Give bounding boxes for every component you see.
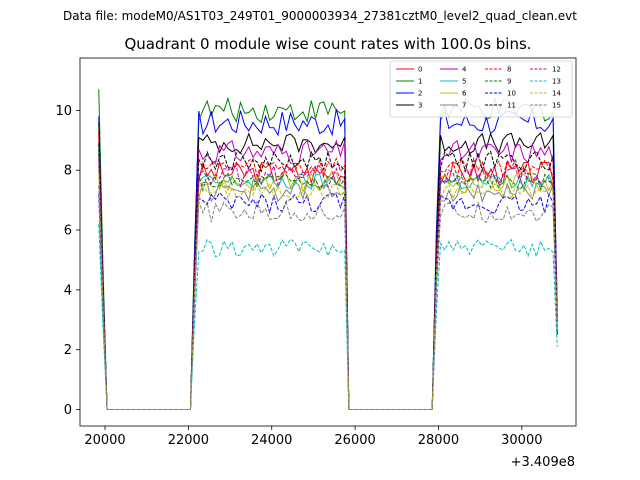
legend-label-2: 2 xyxy=(418,90,422,98)
legend-label-9: 9 xyxy=(507,78,511,86)
series-layer xyxy=(98,89,558,411)
legend-label-7: 7 xyxy=(462,102,466,110)
legend-frame xyxy=(389,60,573,118)
legend-label-15: 15 xyxy=(552,102,561,110)
legend-label-10: 10 xyxy=(507,90,516,98)
legend-label-14: 14 xyxy=(552,90,561,98)
axes-frame xyxy=(79,57,577,427)
legend-label-1: 1 xyxy=(418,78,422,86)
y-axis: 0 2 4 6 8 10 xyxy=(55,104,80,418)
series-line-15 xyxy=(98,185,558,411)
y-tick-label: 10 xyxy=(55,104,72,119)
chart-suptitle: Data file: modeM0/AS1T03_249T01_90000039… xyxy=(63,9,577,23)
legend-label-12: 12 xyxy=(552,66,561,74)
legend-label-6: 6 xyxy=(462,90,467,98)
x-tick-label: 20000 xyxy=(84,433,125,448)
y-tick-label: 8 xyxy=(64,164,72,179)
legend-label-8: 8 xyxy=(507,66,511,74)
legend-label-0: 0 xyxy=(418,66,422,74)
y-tick-label: 0 xyxy=(64,403,72,418)
x-tick-label: 28000 xyxy=(418,433,459,448)
legend-label-4: 4 xyxy=(462,66,467,74)
x-tick-label: 24000 xyxy=(251,433,292,448)
series-line-13 xyxy=(98,224,558,411)
x-tick-label: 26000 xyxy=(334,433,375,448)
x-axis-offset-label: +3.409e8 xyxy=(511,455,575,470)
y-tick-label: 6 xyxy=(64,224,72,239)
legend-label-11: 11 xyxy=(507,102,516,110)
legend-label-13: 13 xyxy=(552,78,561,86)
y-tick-label: 2 xyxy=(64,343,72,358)
x-axis: 20000 22000 24000 26000 28000 30000 xyxy=(84,426,542,448)
x-tick-label: 30000 xyxy=(501,433,542,448)
x-tick-label: 22000 xyxy=(168,433,209,448)
legend-label-3: 3 xyxy=(418,102,422,110)
chart-title: Quadrant 0 module wise count rates with … xyxy=(124,35,531,53)
y-tick-label: 4 xyxy=(64,283,72,298)
legend-label-5: 5 xyxy=(462,78,466,86)
